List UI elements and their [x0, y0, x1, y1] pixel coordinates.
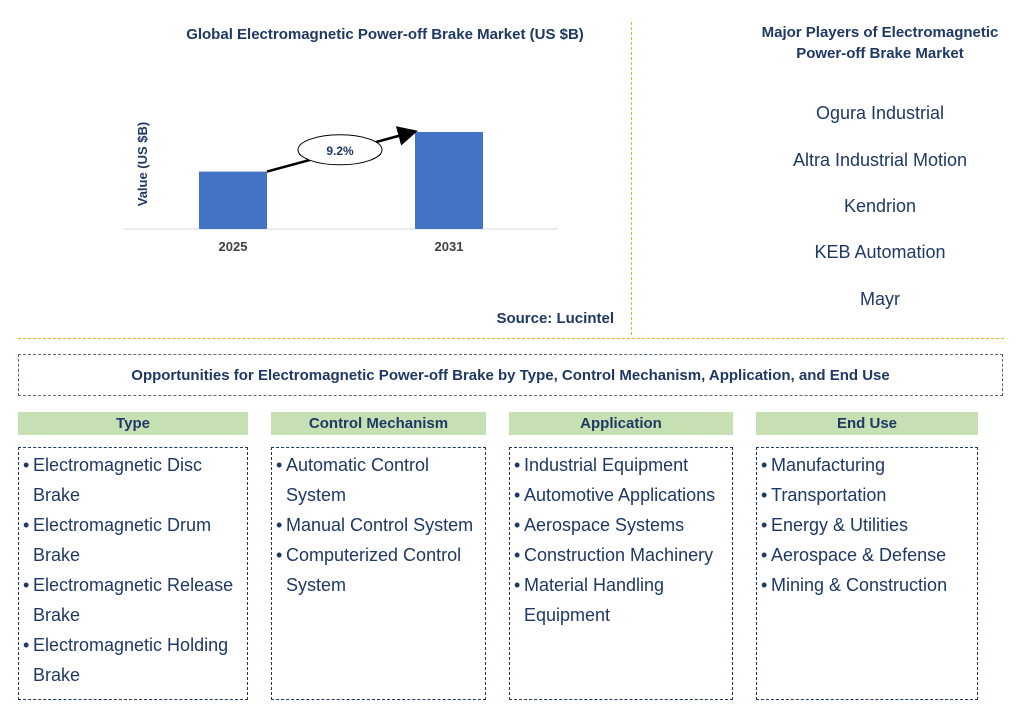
list-item: • Manual Control System: [276, 515, 474, 535]
players-title: Major Players of Electromagnetic Power-o…: [761, 24, 999, 62]
list-item: • Material Handling Equipment: [514, 575, 665, 625]
x-tick-label: 2031: [435, 239, 464, 254]
player-item: Kendrion: [843, 196, 917, 216]
list-item: • Transportation: [761, 485, 887, 505]
list-item: • Energy & Utilities: [761, 515, 909, 535]
player-item: Ogura Industrial: [815, 103, 945, 123]
list-item: • Construction Machinery: [514, 545, 714, 565]
opportunities-title-box: Opportunities for Electromagnetic Power-…: [18, 354, 1003, 396]
list-item: • Aerospace & Defense: [761, 545, 947, 565]
category-header-end-use: End Use: [756, 412, 978, 435]
bar: [415, 132, 483, 229]
x-tick-label: 2025: [219, 239, 248, 254]
list-item: • Aerospace Systems: [514, 515, 685, 535]
category-box-type: • Electromagnetic Disc Brake • Electromagn…: [18, 447, 248, 700]
player-item: KEB Automation: [814, 242, 946, 262]
player-item: Altra Industrial Motion: [792, 150, 968, 170]
bar: [199, 171, 267, 229]
vertical-divider: [631, 22, 632, 335]
player-item: Mayr: [860, 289, 900, 309]
category-header-application: Application: [509, 412, 733, 435]
list-item: • Electromagnetic Disc Brake: [23, 455, 203, 505]
category-box-application: • Industrial Equipment • Automotive Applic…: [509, 447, 733, 700]
source-label: Source: Lucintel: [496, 310, 614, 327]
list-item: • Electromagnetic Drum Brake: [23, 515, 212, 565]
list-item: • Electromagnetic Holding Brake: [23, 635, 229, 685]
cagr-label: 9.2%: [326, 144, 354, 158]
category-header-type: Type: [18, 412, 248, 435]
list-item: • Industrial Equipment: [514, 455, 689, 475]
list-item: • Automatic Control System: [276, 455, 430, 505]
opportunities-title: Opportunities for Electromagnetic Power-…: [131, 366, 890, 384]
category-box-control-mechanism: • Automatic Control System • Manual Contro…: [271, 447, 486, 700]
list-item: • Computerized Control System: [276, 545, 462, 595]
list-item: • Electromagnetic Release Brake: [23, 575, 234, 625]
y-axis-label: Value (US $B): [135, 122, 150, 207]
bar-chart: Value (US $B) 2025 2031 9.2%: [123, 122, 558, 254]
list-item: • Manufacturing: [761, 455, 886, 475]
chart-title: Global Electromagnetic Power-off Brake M…: [186, 26, 584, 43]
list-item: • Automotive Applications: [514, 485, 716, 505]
cagr-ellipse: [297, 134, 383, 166]
horizontal-divider: [18, 338, 1004, 339]
list-item: • Mining & Construction: [761, 575, 948, 595]
category-header-control-mechanism: Control Mechanism: [271, 412, 486, 435]
category-box-end-use: • Manufacturing • Transportation • Energy &…: [756, 447, 978, 700]
